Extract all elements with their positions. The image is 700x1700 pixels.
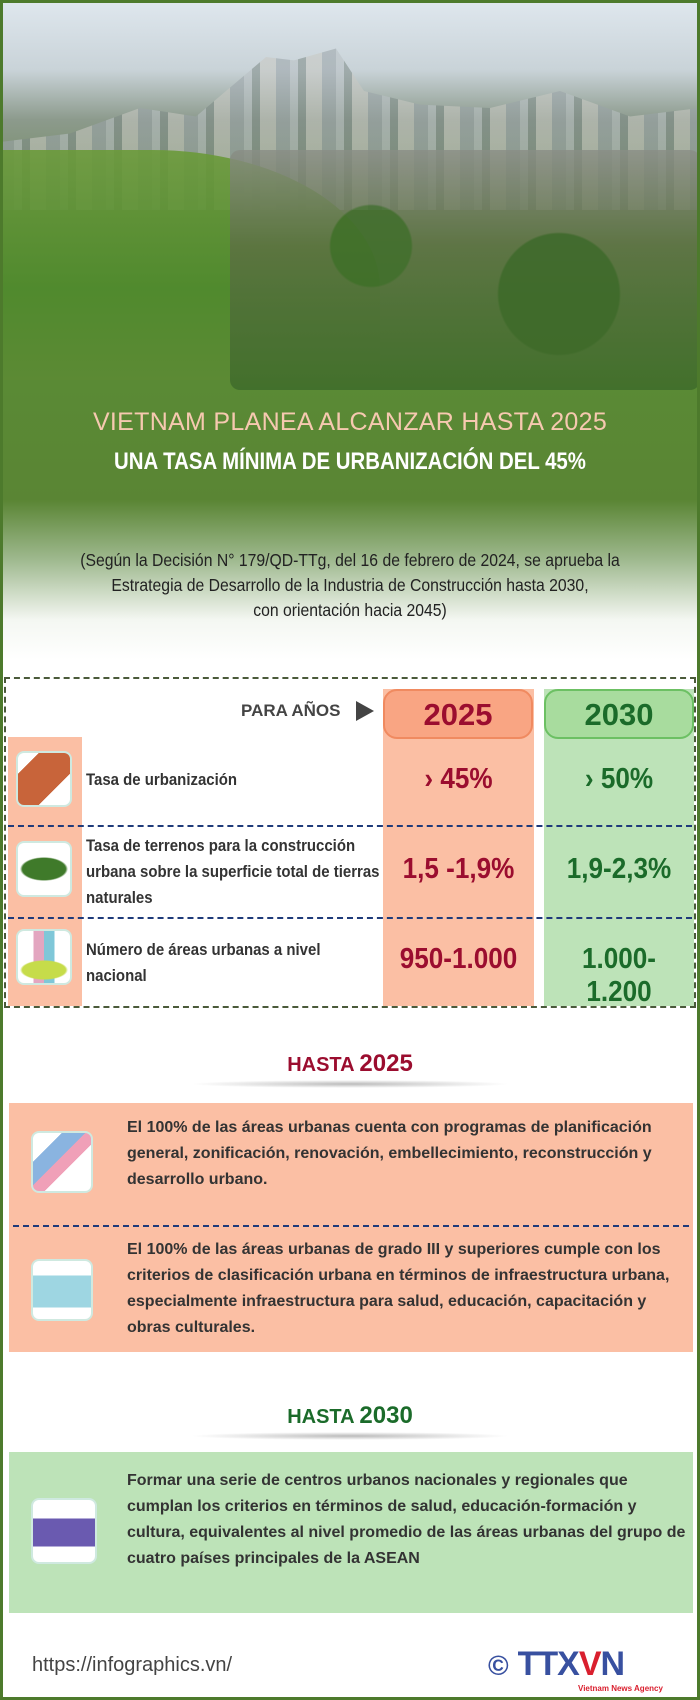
title-line2: UNA TASA MÍNIMA DE URBANIZACIÓN DEL 45% xyxy=(114,448,586,475)
trees xyxy=(230,150,700,390)
heading-underline xyxy=(190,1080,510,1088)
list-item: El 100% de las áreas urbanas cuenta con … xyxy=(9,1103,693,1225)
heading-year: 2030 xyxy=(359,1402,413,1429)
heading-hasta-2030: HASTA 2030 xyxy=(0,1402,700,1430)
list-item: El 100% de las áreas urbanas de grado II… xyxy=(9,1227,693,1352)
logo-text: TTX xyxy=(517,1645,580,1683)
agency-name: Vietnam News Agency xyxy=(578,1684,663,1693)
value-2030: › 50% xyxy=(584,763,654,795)
logo-text: N xyxy=(600,1645,626,1683)
land-icon xyxy=(16,841,72,897)
list-item: Formar una serie de centros urbanos naci… xyxy=(9,1452,693,1613)
urban-centers-icon xyxy=(31,1498,97,1564)
arrow-right-icon xyxy=(356,701,374,721)
subtitle-line: (Según la Decisión N° 179/QD-TTg, del 16… xyxy=(80,550,620,570)
item-text: El 100% de las áreas urbanas cuenta con … xyxy=(127,1119,652,1188)
column-2030-bg xyxy=(544,689,694,1006)
row-label: Número de áreas urbanas a nivel nacional xyxy=(86,940,321,985)
title-line1: VIETNAM PLANEA ALCANZAR HASTA 2025 xyxy=(92,408,608,436)
value-2030: 1,9-2,3% xyxy=(566,853,672,885)
row-divider xyxy=(8,917,692,919)
hero-photo xyxy=(0,0,700,660)
row-divider xyxy=(8,825,692,827)
targets-table: PARA AÑOS 2025 2030 Tasa de urbanización… xyxy=(4,677,696,1008)
value-2025: 950-1.000 xyxy=(399,943,518,975)
heading-underline xyxy=(190,1432,510,1440)
building-icon xyxy=(16,751,72,807)
heading-hasta-2025: HASTA 2025 xyxy=(0,1050,700,1078)
city-icon xyxy=(16,929,72,985)
row-label: Tasa de urbanización xyxy=(86,770,238,789)
subtitle-line: Estrategia de Desarrollo de la Industria… xyxy=(111,575,589,595)
heading-text: HASTA xyxy=(287,1406,360,1428)
year-2030-pill: 2030 xyxy=(544,689,694,739)
item-text: El 100% de las áreas urbanas de grado II… xyxy=(127,1241,670,1336)
row-label: Tasa de terrenos para la construcción ur… xyxy=(86,836,380,907)
value-2025: 1,5 -1,9% xyxy=(402,853,515,885)
section-2025: El 100% de las áreas urbanas cuenta con … xyxy=(9,1103,693,1352)
column-2025-bg xyxy=(383,689,534,1006)
value-2025: › 45% xyxy=(424,763,493,795)
logo-text: V xyxy=(578,1645,602,1683)
year-2025-pill: 2025 xyxy=(383,689,533,739)
item-divider xyxy=(13,1225,689,1227)
subtitle-line: con orientación hacia 2045) xyxy=(253,600,447,620)
item-text: Formar una serie de centros urbanos naci… xyxy=(127,1472,686,1567)
heading-year: 2025 xyxy=(359,1050,413,1077)
hospital-icon xyxy=(31,1259,93,1321)
para-anos-label: PARA AÑOS xyxy=(241,701,341,720)
table-row: Número de áreas urbanas a nivel nacional… xyxy=(6,919,694,1008)
table-row: Tasa de urbanización › 45% › 50% xyxy=(6,737,694,825)
section-2030: Formar una serie de centros urbanos naci… xyxy=(9,1452,693,1613)
copyright-icon: © xyxy=(488,1650,509,1681)
source-url[interactable]: https://infographics.vn/ xyxy=(32,1654,233,1676)
ttxvn-logo: © TTXVN xyxy=(488,1645,626,1687)
value-2030: 1.000-1.200 xyxy=(581,943,656,1008)
urban-planning-icon xyxy=(31,1131,93,1193)
subtitle: (Según la Decisión N° 179/QD-TTg, del 16… xyxy=(35,548,665,623)
heading-text: HASTA xyxy=(287,1054,360,1076)
table-row: Tasa de terrenos para la construcción ur… xyxy=(6,827,694,917)
